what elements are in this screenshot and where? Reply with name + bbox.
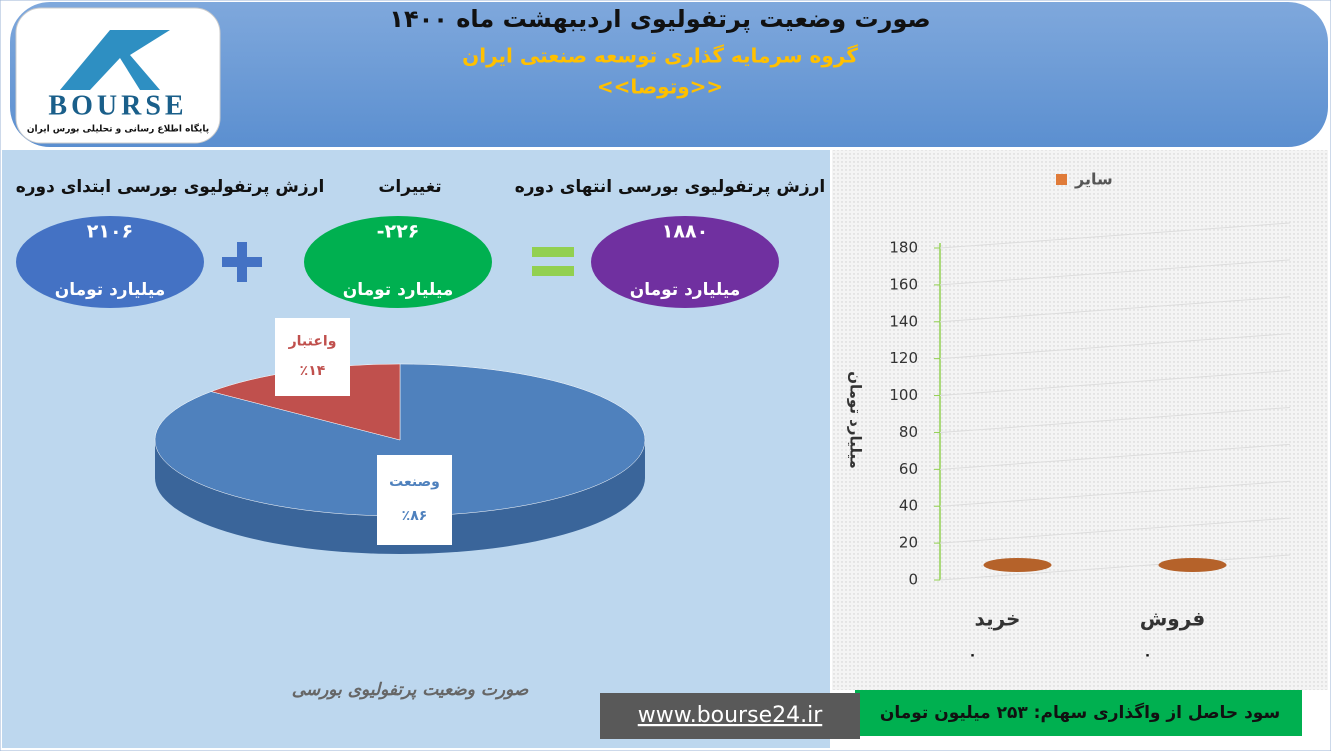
summary-ellipse [304,216,492,308]
summary-label: تغییرات [378,177,441,197]
summary-unit: میلیارد تومان [55,280,166,300]
y-tick-label: 20 [899,534,918,552]
grid-line [939,443,1291,470]
y-tick-label: 120 [889,349,918,367]
logo-text: BOURSE [48,90,187,121]
grid-line [939,333,1291,360]
title: صورت وضعیت پرتفولیوی اردیبهشت ماه ۱۴۰۰ [389,5,930,33]
grid-line [939,406,1291,433]
website-box [600,693,860,739]
summary-label: ارزش پرتفولیوی بورسی ابتدای دوره [16,177,325,197]
summary-label: ارزش پرتفولیوی بورسی انتهای دوره [515,177,826,197]
y-tick-label: 80 [899,423,918,441]
y-tick-label: 140 [889,312,918,330]
summary-ellipse [591,216,779,308]
summary-ellipse [16,216,204,308]
logo-mark [60,30,170,90]
slice-label: وصنعت [389,474,440,490]
summary-value: -۲۲۶ [377,221,420,243]
bar-cap [1158,558,1227,572]
right-panel [832,150,1328,690]
website: www.bourse24.ir [638,703,823,728]
profit-text: سود حاصل از واگذاری سهام: ۲۵۳ میلیون توم… [880,702,1280,723]
equals-sign [532,266,574,276]
summary-unit: میلیارد تومان [343,280,454,300]
grid-line [939,554,1291,581]
grid-line [939,222,1291,249]
y-tick-label: 160 [889,275,918,293]
y-tick-label: 60 [899,460,918,478]
slice-label: واعتبار [288,333,337,349]
x-tick-label: خرید [975,607,1021,631]
pie-title: صورت وضعیت پرتفولیوی بورسی [292,680,529,700]
grid-line [939,370,1291,397]
profit-box [855,690,1302,736]
slice-value-label: ٪۱۴ [300,363,326,379]
slice-value-label: ٪۸۶ [402,508,428,524]
value-label: ۰ [968,647,977,663]
summary-unit: میلیارد تومان [630,280,741,300]
y-tick-label: 100 [889,386,918,404]
grid-line [939,517,1291,544]
summary-value: ۱۸۸۰ [662,221,708,243]
equals-sign [532,247,574,257]
plus-sign [237,242,247,282]
legend-swatch [1056,174,1067,185]
grid-line [939,296,1291,323]
data-label-box [377,455,452,545]
grid-line [939,480,1291,507]
y-tick-label: 180 [889,239,918,257]
legend-label: سایر [1074,170,1113,189]
logo-mark [90,58,140,90]
header-band [10,2,1328,147]
x-tick-label: فروش [1140,607,1206,631]
bar-cap [983,558,1052,572]
symbol: <<وتوصا>> [597,75,723,99]
data-label-box [275,318,350,396]
value-label: ۰ [1143,647,1152,663]
grid-line [939,259,1291,286]
logo-caption: پایگاه اطلاع رسانی و تحلیلی بورس ایران [27,123,209,135]
summary-value: ۲۱۰۶ [87,221,133,243]
y-tick-label: 0 [908,571,918,589]
subtitle: گروه سرمایه گذاری توسعه صنعتی ایران [462,44,858,68]
y-axis-label: میلیارد تومان [847,371,865,469]
y-tick-label: 40 [899,497,918,515]
